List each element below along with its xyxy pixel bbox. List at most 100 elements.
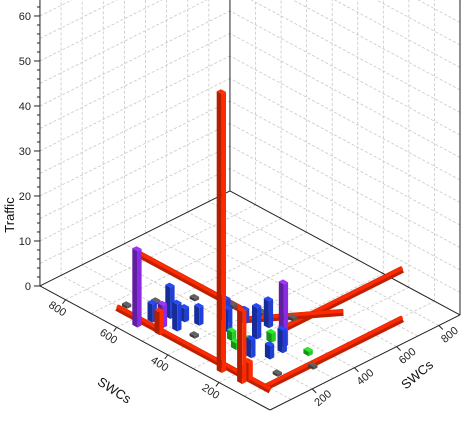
x-tick-mark xyxy=(215,382,220,387)
floor-grid-line xyxy=(81,264,313,390)
wall-grid-line-minor xyxy=(229,33,461,158)
bar-top xyxy=(157,300,168,306)
bar-side-right xyxy=(184,306,190,323)
bar-side-left xyxy=(154,309,160,336)
x-tick-mark xyxy=(62,299,66,305)
bar-top xyxy=(179,304,190,309)
x-tick-label: 200 xyxy=(200,382,222,402)
bar-top xyxy=(303,346,313,352)
bar-side-left xyxy=(122,303,128,309)
axis-frame xyxy=(33,0,461,411)
bar-side-right xyxy=(137,248,142,328)
frame-edge xyxy=(229,190,461,316)
x-axis-title: SWCs xyxy=(95,374,134,407)
bar-side-left xyxy=(237,309,243,385)
floor-grid-line xyxy=(145,232,376,358)
bar-side-right xyxy=(221,91,226,374)
bar-top xyxy=(287,313,298,319)
bars xyxy=(115,89,404,394)
bar-top xyxy=(189,331,199,336)
bar-side-left xyxy=(147,301,153,323)
x-tick-label: 600 xyxy=(97,327,119,347)
bar-side-right xyxy=(162,303,168,329)
ridge-bar-top xyxy=(262,315,404,389)
wall-grid-line xyxy=(292,0,461,91)
bar-top xyxy=(216,89,226,94)
z-tick-label: 10 xyxy=(19,236,31,248)
bar-side-right xyxy=(177,302,182,332)
bar-top xyxy=(308,362,318,367)
wall-grid-line xyxy=(39,0,163,62)
bar-side-right xyxy=(242,309,247,385)
bar-side-right xyxy=(257,305,262,340)
bar-side-left xyxy=(252,305,258,340)
y-tick-mark xyxy=(354,367,359,373)
wall-grid-line-minor xyxy=(250,0,461,113)
wall-grid-line-minor xyxy=(39,0,118,39)
bar-side-left xyxy=(246,337,252,359)
wall-grid-line-minor xyxy=(39,33,231,129)
y-tick-label: 200 xyxy=(312,388,334,409)
bar-top xyxy=(246,335,256,341)
y-tick-label: 800 xyxy=(439,325,461,346)
wall-grid-line xyxy=(229,100,461,226)
bar-side-left xyxy=(264,343,270,360)
bar-top xyxy=(122,301,132,307)
frame-edge xyxy=(39,190,231,287)
bar-top xyxy=(172,299,182,305)
bar-side-right xyxy=(159,310,164,336)
wall-grid-line-minor xyxy=(229,78,461,203)
z-tick-label: 30 xyxy=(19,146,31,158)
wall-grid-line xyxy=(229,55,461,181)
bar-top xyxy=(189,293,200,299)
bar-side-left xyxy=(189,296,195,302)
bar-side-left xyxy=(308,364,314,370)
y-tick-mark xyxy=(438,325,444,330)
tick-labels: Traffic SWCs SWCs 0102030405060702004006… xyxy=(2,11,461,409)
wall-grid-line xyxy=(229,145,461,271)
bar-side-right xyxy=(268,299,274,329)
bar-side-left xyxy=(132,248,138,328)
bar-side-left xyxy=(266,331,272,343)
bar-side-left xyxy=(172,301,178,332)
frame-edge xyxy=(39,285,271,411)
z-tick-label: 0 xyxy=(25,281,31,293)
bar-top xyxy=(278,279,289,285)
bar-top xyxy=(194,302,204,308)
floor-grid-line xyxy=(208,201,440,326)
bar-side-left xyxy=(194,305,200,326)
wall-grid-line xyxy=(39,10,231,107)
z-axis-title: Traffic xyxy=(2,197,17,233)
bar-side-right xyxy=(277,372,282,377)
bar-side-right xyxy=(308,349,313,357)
floor-grid-line xyxy=(187,211,418,337)
x-tick-mark xyxy=(113,327,118,332)
wall-grid-line-minor xyxy=(334,0,461,68)
x-tick-label: 400 xyxy=(148,354,170,374)
wall-grid-line-minor xyxy=(229,168,461,293)
z-tick-label: 60 xyxy=(19,11,31,23)
bar-side-left xyxy=(263,298,269,329)
bar-top xyxy=(240,305,250,311)
bar-top xyxy=(277,325,287,331)
wall-grid-line-minor xyxy=(39,123,231,219)
bar-side-right xyxy=(194,296,200,302)
bar-top xyxy=(272,369,282,375)
bar-side-right xyxy=(248,360,253,381)
bar-top xyxy=(252,303,262,308)
bar-top xyxy=(147,299,157,305)
bar-side-left xyxy=(189,333,195,339)
bar-top xyxy=(264,341,275,346)
bar-top xyxy=(266,328,276,334)
y-tick-mark xyxy=(311,388,317,394)
bar-side-right xyxy=(156,300,161,305)
bar-side-right xyxy=(127,304,132,309)
wall-grid-line-minor xyxy=(417,0,461,23)
bar-side-right xyxy=(313,364,318,370)
bar-side-right xyxy=(199,305,204,326)
z-tick-label: 40 xyxy=(19,101,31,113)
wall-grid-line-minor xyxy=(39,0,208,84)
bar-side-left xyxy=(272,371,278,377)
bar-top xyxy=(154,307,164,313)
